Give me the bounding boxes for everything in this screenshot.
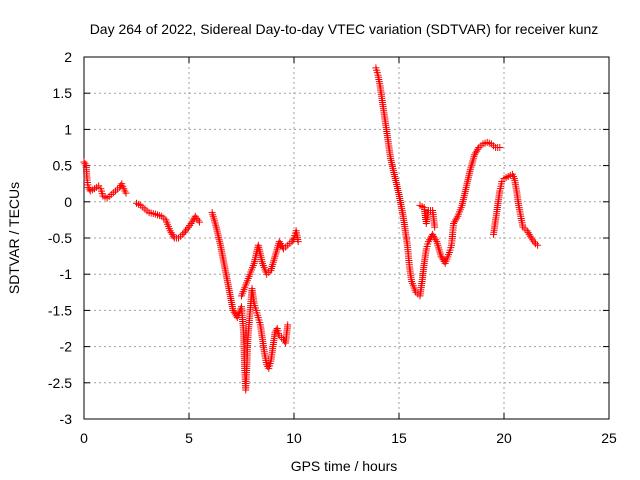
data-point-marker — [182, 227, 189, 235]
series-segment — [372, 64, 504, 300]
data-point-marker — [276, 239, 284, 247]
y-tick-label: -0.5 — [48, 230, 72, 246]
y-axis-title: SDTVAR / TECUs — [6, 182, 22, 294]
data-point-marker — [275, 238, 283, 246]
data-point-marker — [188, 218, 196, 226]
data-point-marker — [534, 241, 542, 249]
data-point-marker — [432, 236, 440, 244]
data-point-marker — [474, 145, 482, 153]
data-series — [80, 64, 542, 394]
data-point-marker — [450, 220, 458, 228]
y-tick-label: 0.5 — [53, 158, 73, 174]
data-point-marker — [230, 308, 238, 316]
gridlines — [84, 57, 609, 419]
data-point-marker — [116, 183, 124, 191]
y-tick-label: -1.5 — [48, 302, 72, 318]
series-segment — [490, 170, 542, 249]
chart-title: Day 264 of 2022, Sidereal Day-to-day VTE… — [90, 21, 599, 37]
data-point-marker — [294, 238, 302, 246]
axis-ticks: 0 5 10 15 20 25 2 1.5 1 0.5 0 -0.5 -1 -1.5 -2 -2.5 -3 — [48, 49, 617, 446]
x-tick-label: 20 — [496, 430, 512, 446]
data-point-marker — [473, 147, 481, 155]
x-tick-label: 15 — [391, 430, 407, 446]
data-point-marker — [526, 232, 534, 240]
series-segment — [238, 227, 302, 300]
data-point-marker — [122, 189, 130, 197]
y-tick-label: -3 — [60, 411, 73, 427]
data-point-marker — [431, 223, 439, 231]
data-point-marker — [425, 236, 433, 244]
data-point-marker — [169, 232, 177, 240]
data-point-marker — [288, 238, 296, 246]
data-point-marker — [168, 230, 176, 238]
x-tick-label: 0 — [80, 430, 88, 446]
series-segment — [208, 209, 292, 394]
data-point-marker — [81, 160, 89, 168]
data-point-marker — [523, 227, 531, 235]
data-point-marker — [525, 230, 533, 238]
x-tick-label: 25 — [601, 430, 617, 446]
data-point-marker — [80, 158, 88, 166]
data-point-marker — [452, 216, 460, 224]
y-tick-label: -2 — [60, 339, 73, 355]
data-point-marker — [231, 310, 239, 318]
series-segment — [80, 158, 130, 202]
data-point-marker — [196, 218, 203, 226]
data-point-marker — [524, 229, 532, 237]
x-tick-label: 5 — [185, 430, 193, 446]
data-point-marker — [496, 144, 504, 151]
data-point-marker — [437, 252, 445, 260]
data-point-marker — [84, 183, 92, 191]
data-point-marker — [277, 241, 285, 249]
data-point-marker — [167, 229, 175, 237]
y-tick-label: -2.5 — [48, 375, 72, 391]
data-point-marker — [229, 306, 237, 314]
data-point-marker — [439, 256, 447, 264]
data-point-marker — [453, 214, 461, 222]
data-point-marker — [472, 149, 480, 157]
data-point-marker — [187, 220, 195, 228]
data-point-marker — [429, 230, 437, 238]
y-tick-label: 0 — [64, 194, 72, 210]
data-point-marker — [438, 254, 446, 262]
x-tick-label: 10 — [286, 430, 302, 446]
data-point-marker — [431, 234, 439, 242]
y-tick-label: -1 — [60, 266, 73, 282]
data-point-marker — [166, 227, 174, 235]
data-point-marker — [471, 151, 479, 159]
data-point-marker — [284, 321, 292, 329]
series-segment — [416, 201, 439, 231]
y-tick-label: 1 — [64, 121, 72, 137]
x-axis-title: GPS time / hours — [291, 458, 398, 474]
data-point-marker — [430, 232, 438, 240]
data-point-marker — [424, 238, 432, 246]
y-tick-label: 1.5 — [53, 85, 73, 101]
y-tick-label: 2 — [64, 49, 72, 65]
data-point-marker — [451, 218, 459, 226]
series-segment — [133, 199, 203, 242]
